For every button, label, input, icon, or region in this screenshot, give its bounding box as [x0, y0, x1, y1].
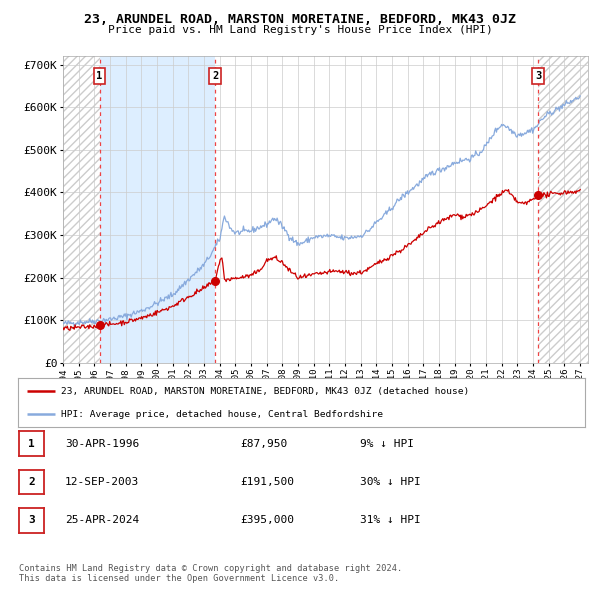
Text: 2: 2 [28, 477, 35, 487]
Bar [538, 56, 588, 363]
Text: £87,950: £87,950 [240, 439, 287, 448]
Text: 30-APR-1996: 30-APR-1996 [65, 439, 139, 448]
Text: 3: 3 [535, 71, 541, 81]
Text: 23, ARUNDEL ROAD, MARSTON MORETAINE, BEDFORD, MK43 0JZ (detached house): 23, ARUNDEL ROAD, MARSTON MORETAINE, BED… [61, 387, 469, 396]
Text: 2: 2 [212, 71, 218, 81]
Text: 25-APR-2024: 25-APR-2024 [65, 516, 139, 525]
Text: Price paid vs. HM Land Registry's House Price Index (HPI): Price paid vs. HM Land Registry's House … [107, 25, 493, 35]
Text: £395,000: £395,000 [240, 516, 294, 525]
Text: 1: 1 [28, 439, 35, 448]
Text: 3: 3 [28, 516, 35, 525]
Text: 30% ↓ HPI: 30% ↓ HPI [360, 477, 421, 487]
Text: 1: 1 [97, 71, 103, 81]
Text: 31% ↓ HPI: 31% ↓ HPI [360, 516, 421, 525]
Text: 23, ARUNDEL ROAD, MARSTON MORETAINE, BEDFORD, MK43 0JZ: 23, ARUNDEL ROAD, MARSTON MORETAINE, BED… [84, 13, 516, 26]
Bar [100, 56, 215, 363]
Text: HPI: Average price, detached house, Central Bedfordshire: HPI: Average price, detached house, Cent… [61, 410, 383, 419]
Text: £191,500: £191,500 [240, 477, 294, 487]
Text: Contains HM Land Registry data © Crown copyright and database right 2024.
This d: Contains HM Land Registry data © Crown c… [19, 563, 403, 583]
Bar [63, 56, 100, 363]
Text: 12-SEP-2003: 12-SEP-2003 [65, 477, 139, 487]
Text: 9% ↓ HPI: 9% ↓ HPI [360, 439, 414, 448]
Bar [215, 56, 538, 363]
